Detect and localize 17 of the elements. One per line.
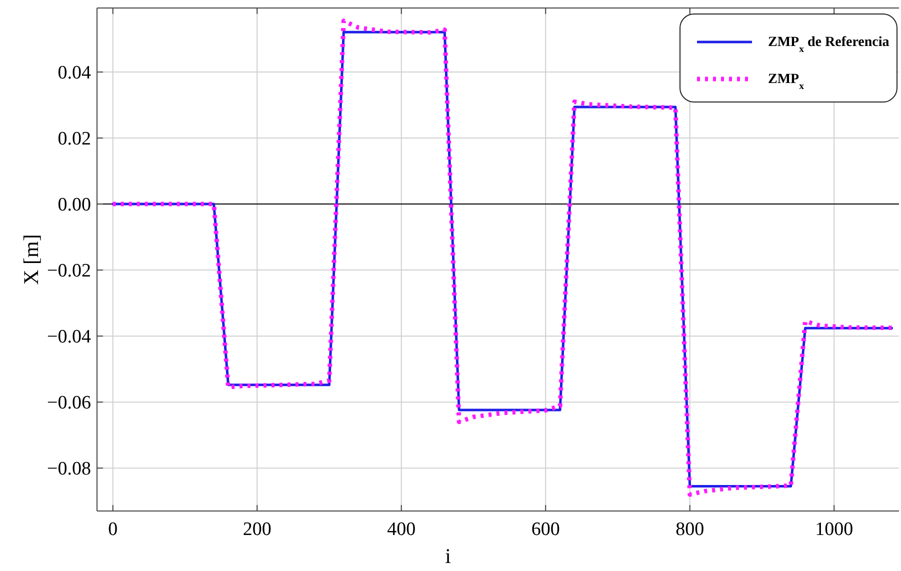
- x-tick-label: 800: [676, 519, 704, 540]
- x-tick-label: 1000: [815, 519, 854, 540]
- y-tick-label: 0.02: [58, 128, 91, 150]
- legend-label: ZMP$_{x}$ de Referencia: [768, 35, 890, 55]
- y-axis-title: X [m]: [19, 234, 43, 285]
- y-tick-label: −0.08: [47, 458, 91, 480]
- x-tick-label: 200: [242, 519, 272, 540]
- y-tick-label: −0.06: [47, 392, 91, 414]
- legend-label: ZMP$_{x}$: [768, 72, 804, 92]
- y-tick-label: 0.00: [58, 194, 91, 216]
- x-axis-title: i: [445, 544, 452, 568]
- x-tick-label: 600: [531, 519, 560, 540]
- y-tick-label: −0.04: [47, 326, 92, 348]
- y-tick-label: 0.04: [58, 62, 92, 84]
- x-tick-label: 400: [387, 519, 416, 540]
- y-tick-label: −0.02: [47, 260, 91, 282]
- x-tick-label: 0: [108, 519, 118, 540]
